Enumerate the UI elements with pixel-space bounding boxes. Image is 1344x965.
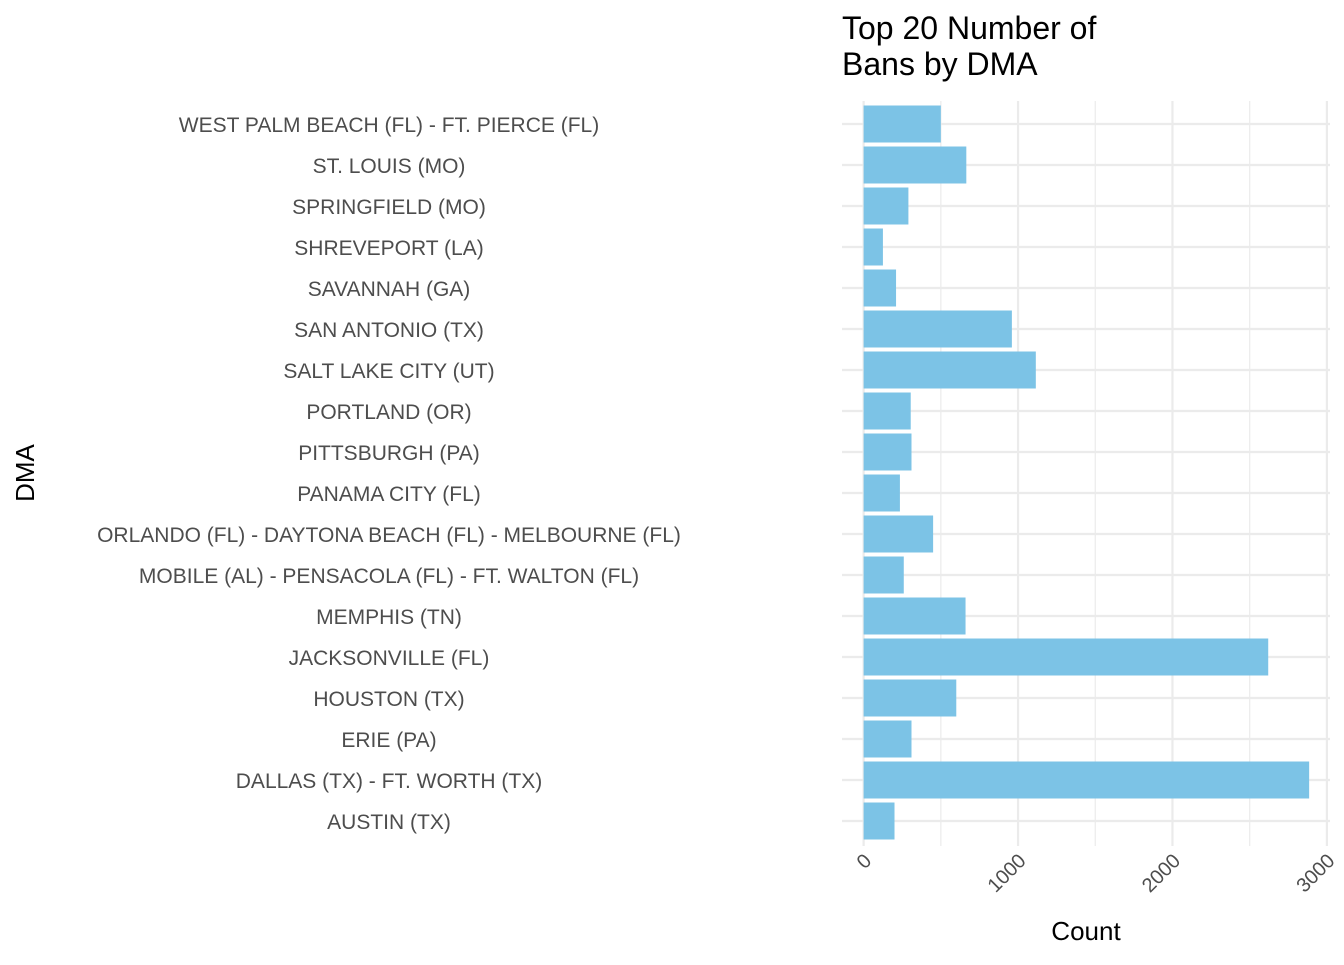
bar (863, 392, 911, 430)
bar (863, 105, 941, 143)
y-tick-label: PORTLAND (OR) (306, 401, 471, 424)
bars-layer (863, 105, 1310, 840)
bar (863, 679, 957, 717)
bar (863, 638, 1269, 676)
y-tick-label: DALLAS (TX) - FT. WORTH (TX) (236, 770, 542, 793)
y-tick-label: SAVANNAH (GA) (308, 278, 471, 301)
bar (863, 146, 967, 184)
bar (863, 761, 1310, 799)
y-tick-label: PANAMA CITY (FL) (297, 483, 481, 506)
y-tick-label: JACKSONVILLE (FL) (289, 647, 490, 670)
bar (863, 597, 966, 635)
bar (863, 351, 1036, 389)
x-tick-label: 1000 (984, 850, 1031, 897)
y-tick-label: SAN ANTONIO (TX) (294, 319, 484, 342)
bar (863, 187, 909, 225)
bar (863, 515, 934, 553)
y-tick-label: ST. LOUIS (MO) (313, 155, 466, 178)
y-tick-label: MOBILE (AL) - PENSACOLA (FL) - FT. WALTO… (139, 565, 639, 588)
bar (863, 310, 1012, 348)
y-tick-label: MEMPHIS (TN) (316, 606, 462, 629)
x-axis-label: Count (1051, 916, 1121, 946)
bar (863, 433, 912, 471)
y-axis-label: DMA (10, 443, 40, 501)
bar (863, 802, 895, 840)
bar (863, 556, 904, 594)
x-tick-label: 3000 (1292, 850, 1339, 897)
y-tick-label: WEST PALM BEACH (FL) - FT. PIERCE (FL) (179, 114, 599, 137)
y-tick-label: PITTSBURGH (PA) (298, 442, 480, 465)
y-tick-label: ORLANDO (FL) - DAYTONA BEACH (FL) - MELB… (97, 524, 681, 547)
x-tick-labels: 0 1000 2000 3000 (853, 850, 1340, 897)
y-tick-label: ERIE (PA) (341, 729, 436, 752)
y-tick-label: SHREVEPORT (LA) (294, 237, 483, 260)
chart-title-line: Bans by DMA (842, 46, 1038, 82)
y-tick-label: SALT LAKE CITY (UT) (283, 360, 494, 383)
chart-title: Top 20 Number of Bans by DMA (842, 10, 1096, 82)
y-tick-label: HOUSTON (TX) (313, 688, 464, 711)
chart-title-line: Top 20 Number of (842, 10, 1096, 46)
grid-layer (842, 101, 1330, 846)
bar (863, 720, 912, 758)
x-tick-label: 2000 (1138, 850, 1185, 897)
bar (863, 269, 897, 307)
bar (863, 228, 883, 266)
y-tick-label: SPRINGFIELD (MO) (292, 196, 486, 219)
y-tick-labels: WEST PALM BEACH (FL) - FT. PIERCE (FL) ST… (97, 114, 681, 834)
y-tick-label: AUSTIN (TX) (327, 811, 451, 834)
x-tick-label: 0 (853, 850, 876, 873)
bar (863, 474, 900, 512)
